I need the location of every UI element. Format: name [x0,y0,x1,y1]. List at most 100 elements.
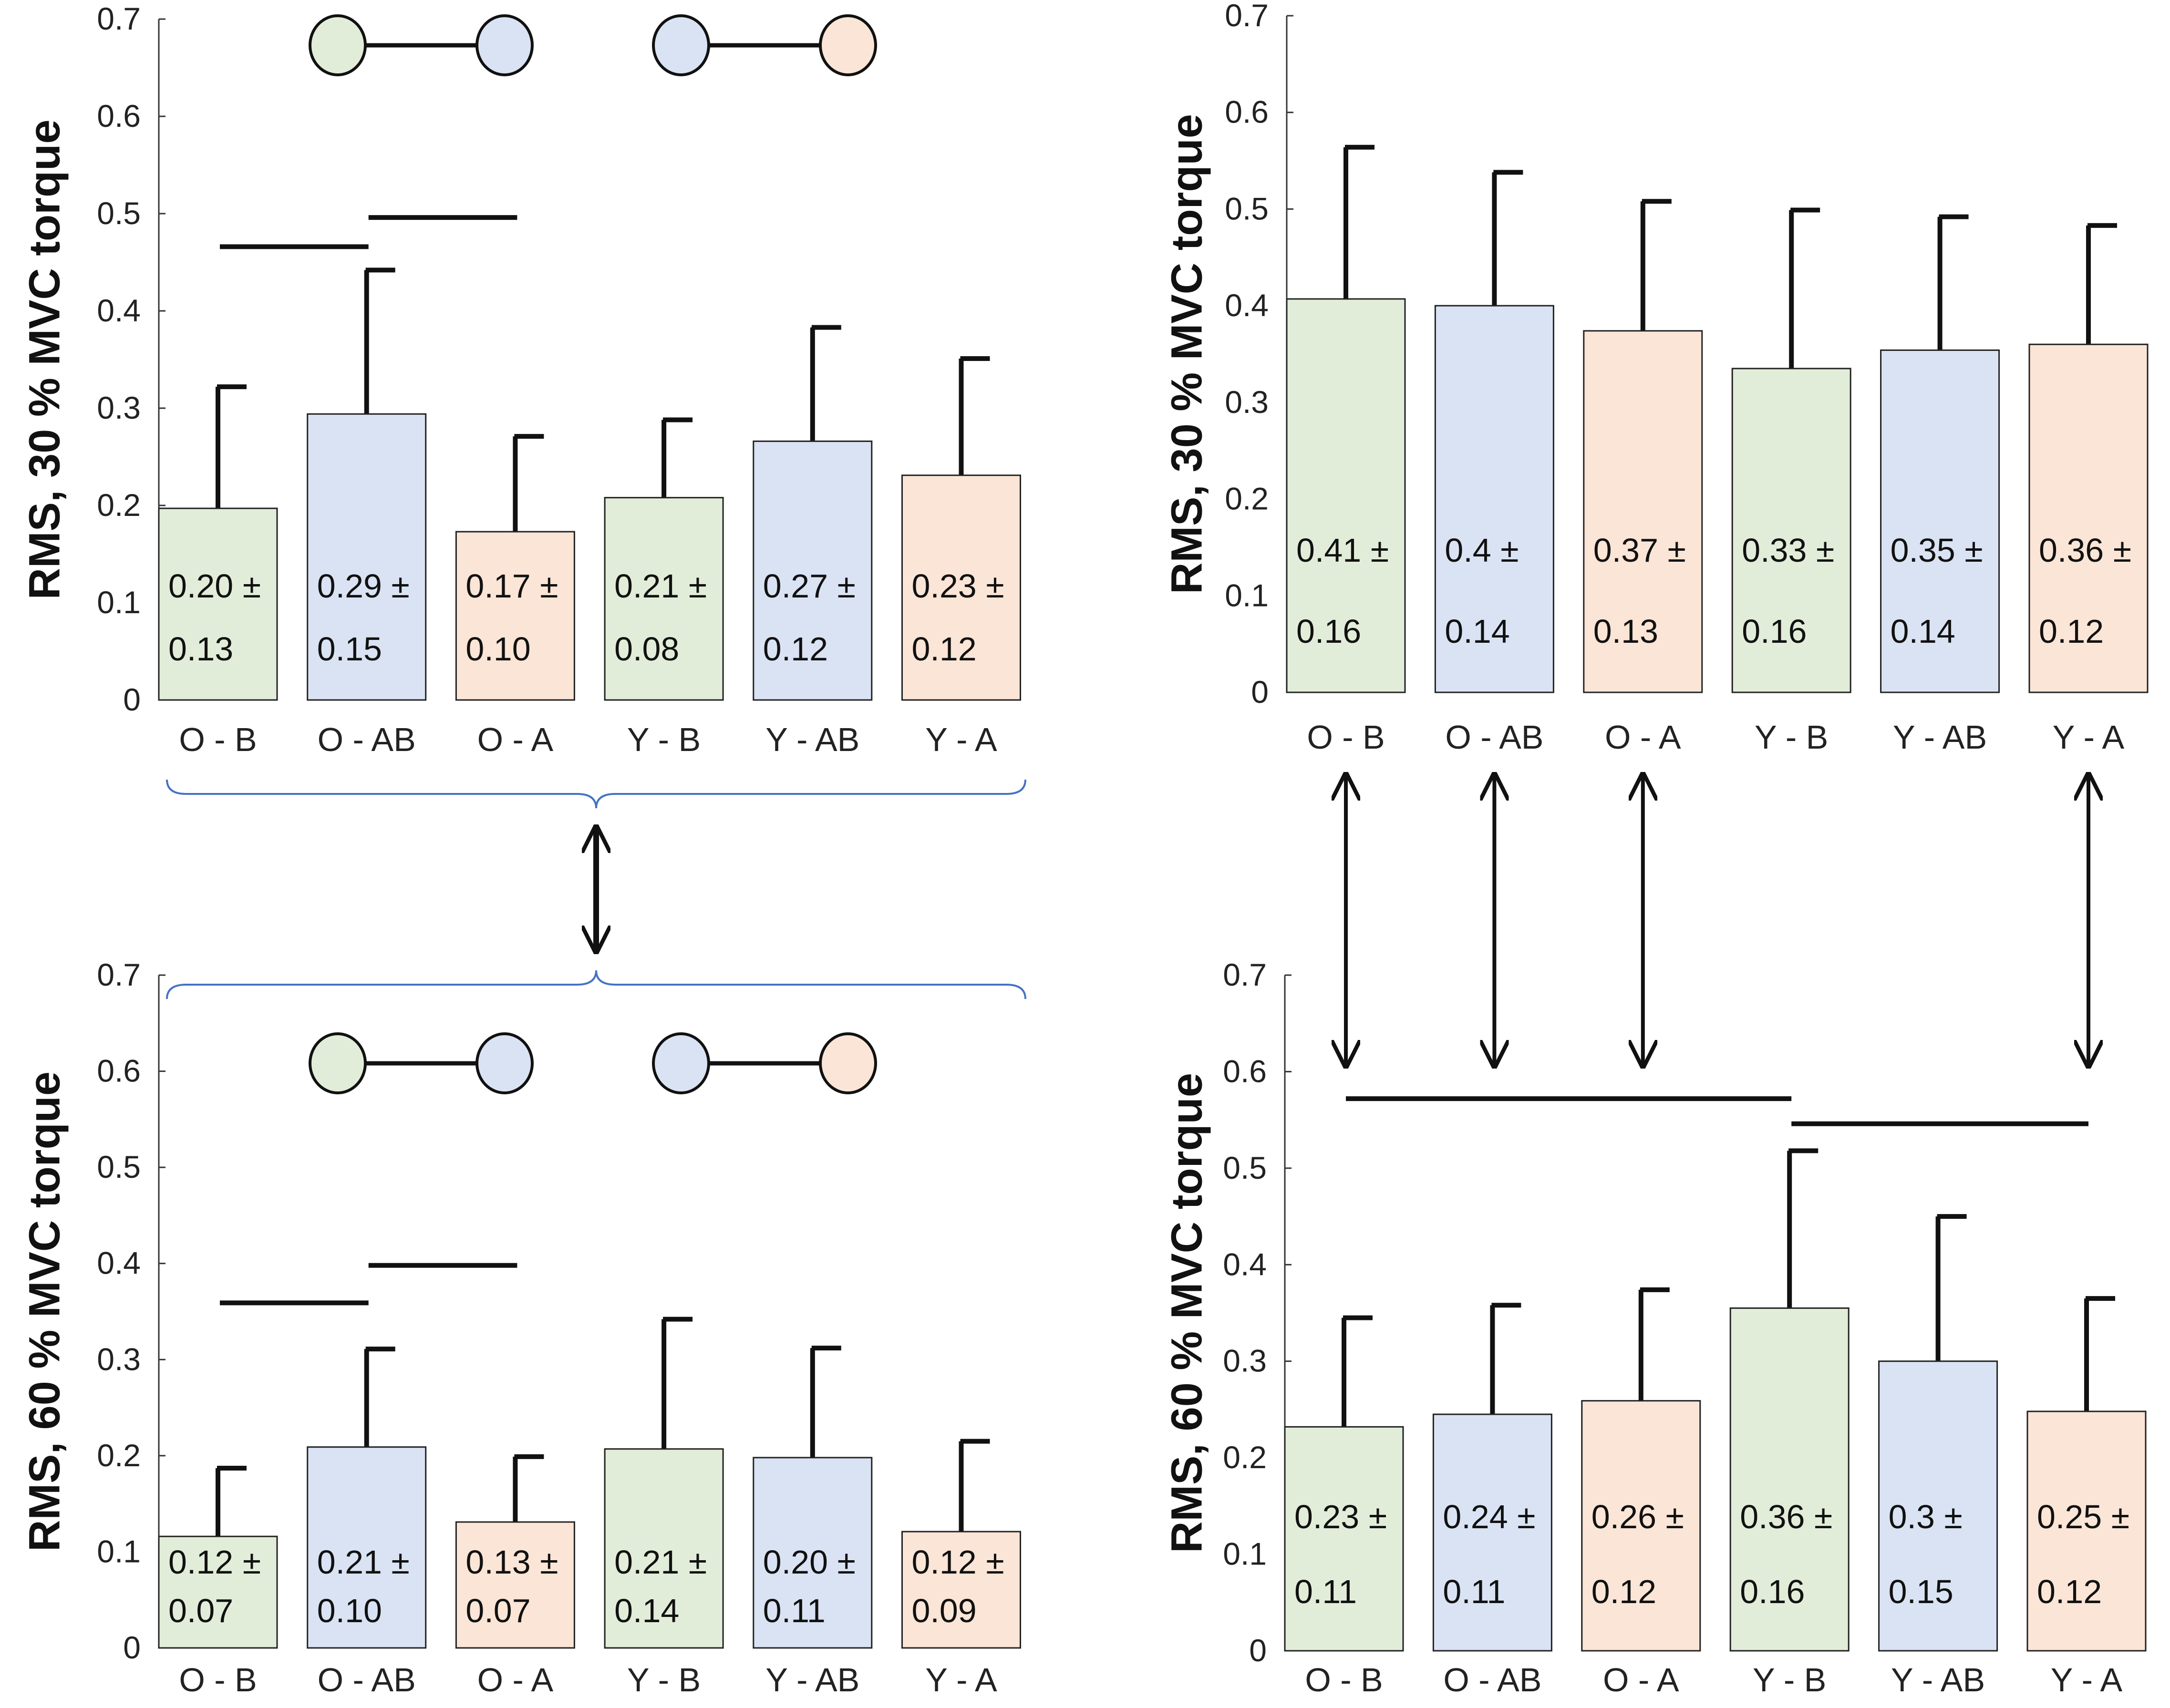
legend-circle [652,1032,710,1094]
bar-sd-label: 0.09 [912,1592,977,1629]
bar-value-label: 0.17 ± [465,567,558,605]
bar-value-label: 0.27 ± [763,567,856,605]
bar-sd-label: 0.08 [614,630,679,668]
y-tick-label: 0.6 [97,98,141,134]
bar-sd-label: 0.07 [168,1592,233,1629]
panel-bottom-right: 0 0.1 0.2 0.3 0.4 0.5 0.6 0.7 RMS, 60 % MVC torq… [1162,957,2147,1698]
bar [753,440,873,701]
bar-value-label: 0.20 ± [168,567,261,605]
bar-sd-label: 0.12 [1591,1573,1656,1610]
x-tick-label: Y - A [925,1661,997,1698]
x-tick-label: O - AB [1443,1661,1541,1698]
y-tick-label: 0 [1249,1633,1267,1668]
x-tick-label: O - AB [1445,719,1543,756]
bar-sd-label: 0.13 [1593,613,1658,650]
bar [1432,1413,1552,1652]
legend-circle [475,1032,534,1094]
x-tick-label: Y - B [627,721,701,758]
y-tick-label: 0.5 [1225,191,1269,226]
bar-sd-label: 0.12 [2039,613,2104,650]
x-tick-label: O - B [179,1661,257,1698]
x-tick-label: Y - B [1755,719,1828,756]
y-tick-label: 0.7 [1225,0,1269,33]
bar [1581,1400,1701,1652]
y-tick-label: 0.3 [1225,384,1269,420]
bar [1286,298,1406,693]
y-tick-label: 0.7 [97,957,141,992]
bar [1880,349,2000,693]
bar [2026,1410,2147,1652]
bar-sd-label: 0.10 [465,630,530,668]
panel-top-left: 0 0.1 0.2 0.3 0.4 0.5 0.6 0.7 RMS, 30 % MVC torq… [20,1,1021,758]
bar-value-label: 0.29 ± [317,567,410,605]
y-tick-label: 0 [1251,674,1269,710]
connectors [166,775,2088,1066]
bar [901,474,1021,701]
panel-bottom-left: 0 0.1 0.2 0.3 0.4 0.5 0.6 0.7 RMS, 60 % MVC torq… [20,957,1021,1698]
y-tick-label: 0.1 [1223,1536,1267,1572]
bar-sd-label: 0.12 [763,630,828,668]
y-tick-label: 0 [123,682,141,717]
x-tick-label: Y - B [1753,1661,1826,1698]
x-tick-label: O - AB [318,721,416,758]
bar [158,1535,278,1649]
y-tick-label: 0.1 [97,1533,141,1569]
y-tick-label: 0.2 [1223,1440,1267,1475]
y-tick-label: 0.5 [97,195,141,231]
y-tick-label: 0.1 [1225,577,1269,613]
bar-sd-label: 0.11 [763,1592,826,1629]
bar-value-label: 0.20 ± [763,1543,856,1581]
bar-sd-label: 0.12 [2037,1573,2102,1610]
x-tick-label: Y - AB [765,721,859,758]
y-tick-label: 0.7 [97,1,141,36]
y-tick-label: 0.1 [97,585,141,620]
bar-sd-label: 0.11 [1294,1573,1357,1610]
bar-value-label: 0.24 ± [1443,1498,1535,1535]
y-tick-label: 0.5 [1223,1150,1267,1185]
y-tick-label: 0.4 [1223,1246,1267,1282]
x-tick-label: Y - AB [765,1661,859,1698]
bar [1878,1360,1998,1652]
x-tick-label: O - AB [318,1661,416,1698]
x-tick-label: Y - A [2053,719,2125,756]
bar-sd-label: 0.13 [168,630,233,668]
x-tick-label: Y - A [925,721,997,758]
bar-value-label: 0.41 ± [1296,532,1389,569]
y-axis-title: RMS, 60 % MVC torque [20,1071,69,1552]
x-tick-label: O - A [1605,719,1681,756]
bar-sd-label: 0.07 [465,1592,530,1629]
bar [1284,1426,1404,1652]
bar-value-label: 0.12 ± [168,1543,261,1581]
bar-value-label: 0.33 ± [1742,532,1834,569]
bar [1729,1307,1850,1652]
bar [1583,330,1703,693]
bar-value-label: 0.37 ± [1593,532,1686,569]
legend-circle [475,14,534,76]
x-tick-label: O - A [477,721,554,758]
legend-circle [819,1032,877,1094]
y-tick-label: 0.6 [1225,94,1269,130]
bar-value-label: 0.36 ± [2039,532,2131,569]
bar [158,507,278,701]
bar-sd-label: 0.16 [1742,613,1807,650]
bar-value-label: 0.25 ± [2037,1498,2129,1535]
bar [307,1446,427,1649]
brace-bottom [166,970,1026,999]
bar-sd-label: 0.11 [1443,1573,1505,1610]
bar-sd-label: 0.14 [1891,613,1955,650]
x-tick-label: O - A [477,1661,554,1698]
y-tick-label: 0.4 [97,1245,141,1281]
bar-value-label: 0.26 ± [1591,1498,1684,1535]
bar-value-label: 0.21 ± [614,1543,707,1581]
panel-top-right: 0 0.1 0.2 0.3 0.4 0.5 0.6 0.7 RMS, 30 % MVC torq… [1162,0,2149,756]
y-tick-label: 0.3 [1223,1343,1267,1379]
bar-sd-label: 0.16 [1296,613,1361,650]
x-tick-label: O - B [1307,719,1385,756]
bar [307,413,427,701]
x-tick-label: Y - AB [1893,719,1987,756]
legend-circle [819,14,877,76]
bar [901,1531,1021,1649]
y-tick-label: 0.6 [1223,1053,1267,1089]
bar [455,531,575,701]
